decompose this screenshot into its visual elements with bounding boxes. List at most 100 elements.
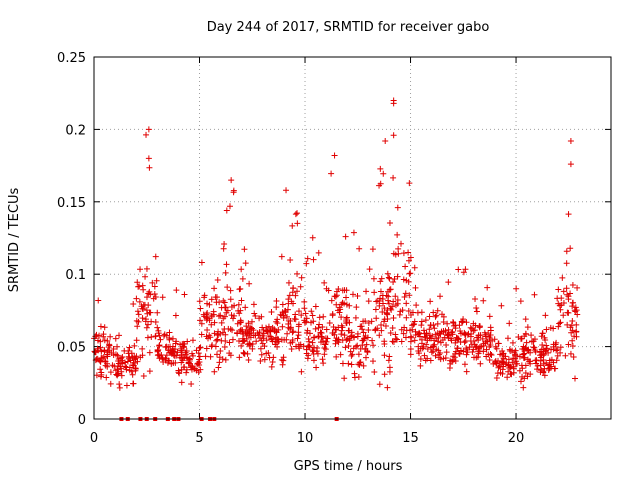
data-point xyxy=(246,342,253,349)
data-point xyxy=(358,323,365,330)
data-point xyxy=(154,347,161,354)
data-point xyxy=(509,359,516,366)
data-point xyxy=(486,343,493,350)
data-point xyxy=(557,306,564,313)
data-point xyxy=(245,357,252,364)
data-point xyxy=(568,322,575,329)
data-point xyxy=(357,359,364,366)
x-tick-label: 20 xyxy=(508,431,525,446)
data-point xyxy=(294,335,301,342)
data-point xyxy=(126,344,133,351)
data-point xyxy=(305,352,312,359)
data-point xyxy=(228,312,235,319)
data-point xyxy=(266,333,273,340)
data-point xyxy=(432,352,439,359)
data-point xyxy=(160,358,167,365)
data-point xyxy=(360,362,367,369)
data-point xyxy=(228,177,235,184)
y-tick-label: 0.2 xyxy=(65,123,86,138)
data-point xyxy=(172,312,179,319)
data-point xyxy=(137,266,144,273)
data-point xyxy=(447,335,454,342)
data-point xyxy=(552,365,559,372)
data-point xyxy=(241,246,248,253)
data-point xyxy=(346,302,353,309)
data-point xyxy=(405,257,412,264)
data-point xyxy=(400,330,407,337)
data-point xyxy=(94,355,101,362)
data-point xyxy=(387,329,394,336)
data-point xyxy=(112,335,119,342)
data-point xyxy=(236,354,243,361)
data-point xyxy=(240,337,247,344)
data-point xyxy=(283,187,290,194)
data-point xyxy=(489,337,496,344)
data-point xyxy=(290,285,297,292)
data-point xyxy=(371,369,378,376)
data-point xyxy=(520,384,527,391)
data-point xyxy=(214,277,221,284)
data-point xyxy=(250,332,257,339)
data-point xyxy=(383,309,390,316)
data-point xyxy=(249,340,256,347)
data-point xyxy=(310,351,317,358)
data-point xyxy=(131,342,138,349)
data-point xyxy=(289,222,296,229)
data-point xyxy=(393,336,400,343)
data-point xyxy=(385,297,392,304)
data-point xyxy=(310,357,317,364)
data-point xyxy=(543,342,550,349)
data-point xyxy=(569,337,576,344)
data-point xyxy=(101,324,108,331)
data-point xyxy=(151,283,158,290)
data-point xyxy=(356,245,363,252)
data-point xyxy=(383,292,390,299)
data-point xyxy=(107,369,114,376)
axis-ticks: 0 0.05 0.1 0.15 0.2 0.25 0 5 10 15 20 xyxy=(57,51,611,446)
data-point xyxy=(167,348,174,355)
data-point xyxy=(329,330,336,337)
data-point xyxy=(378,321,385,328)
data-point xyxy=(309,339,316,346)
data-point xyxy=(104,353,111,360)
data-point xyxy=(567,245,574,252)
data-point xyxy=(455,266,462,273)
data-point xyxy=(295,343,302,350)
data-point xyxy=(485,351,492,358)
data-point xyxy=(292,211,299,218)
data-point xyxy=(471,341,478,348)
data-point xyxy=(139,305,146,312)
data-point xyxy=(389,325,396,332)
data-point xyxy=(303,329,310,336)
data-point xyxy=(196,361,203,368)
data-point xyxy=(565,341,572,348)
data-point xyxy=(386,220,393,227)
data-point xyxy=(222,337,229,344)
data-point xyxy=(166,357,173,364)
data-point xyxy=(350,229,357,236)
data-point xyxy=(288,346,295,353)
data-point xyxy=(286,292,293,299)
data-point xyxy=(457,328,464,335)
data-point xyxy=(319,323,326,330)
data-point xyxy=(204,309,211,316)
data-point xyxy=(304,343,311,350)
data-point xyxy=(188,362,195,369)
data-point xyxy=(541,365,548,372)
data-point xyxy=(226,339,233,346)
data-point xyxy=(444,320,451,327)
data-point xyxy=(394,204,401,211)
data-point xyxy=(461,339,468,346)
data-point xyxy=(415,343,422,350)
data-point xyxy=(563,260,570,267)
data-point xyxy=(181,291,188,298)
data-point xyxy=(142,316,149,323)
data-point xyxy=(471,327,478,334)
data-point xyxy=(247,324,254,331)
data-point xyxy=(227,296,234,303)
data-point xyxy=(143,294,150,301)
data-point xyxy=(206,301,213,308)
data-point xyxy=(514,353,521,360)
data-point xyxy=(115,355,122,362)
data-point xyxy=(347,348,354,355)
